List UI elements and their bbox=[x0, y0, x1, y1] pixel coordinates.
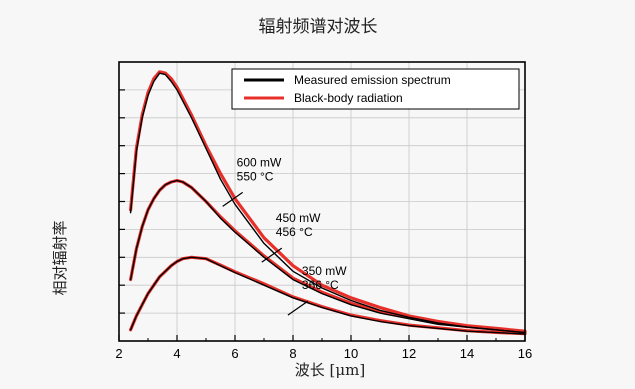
annotation-leader-1 bbox=[222, 191, 243, 207]
x-axis-label: 波长 [μm] bbox=[295, 361, 365, 379]
plot-curves bbox=[129, 70, 527, 336]
chart-title: 辐射频谱对波长 bbox=[259, 17, 378, 37]
annotation-label-1: 600 mW bbox=[237, 155, 282, 169]
x-tick-label: 14 bbox=[460, 346, 474, 361]
legend: Measured emission spectrum Black-body ra… bbox=[231, 68, 520, 110]
x-tick-label: 2 bbox=[115, 346, 122, 361]
measured-curve-3 bbox=[129, 256, 526, 335]
x-tick-label: 4 bbox=[173, 346, 180, 361]
annotation-label-3: 350 mW bbox=[302, 264, 347, 278]
annotation-label-2: 450 mW bbox=[276, 211, 321, 225]
x-tick-label: 6 bbox=[231, 346, 238, 361]
legend-box bbox=[231, 68, 520, 110]
x-tick-label: 8 bbox=[289, 346, 296, 361]
axis-ticks: 2 4 6 8 10 12 14 16 bbox=[115, 89, 532, 361]
measured-curve-1 bbox=[129, 72, 526, 334]
annotation-leader-3 bbox=[287, 300, 309, 316]
x-tick-label: 16 bbox=[518, 346, 532, 361]
legend-label-measured: Measured emission spectrum bbox=[294, 73, 451, 87]
y-axis-label: 相对辐射率 bbox=[51, 220, 69, 295]
annotation-leader-2 bbox=[261, 247, 283, 263]
annotation-label-1: 550 °C bbox=[237, 169, 274, 183]
x-tick-label: 10 bbox=[344, 346, 358, 361]
x-tick-label: 12 bbox=[402, 346, 416, 361]
annotation-label-2: 456 °C bbox=[276, 225, 313, 239]
annotation-label-3: 366 °C bbox=[302, 278, 339, 292]
legend-label-blackbody: Black-body radiation bbox=[294, 91, 403, 105]
measured-curve-2 bbox=[129, 179, 526, 334]
